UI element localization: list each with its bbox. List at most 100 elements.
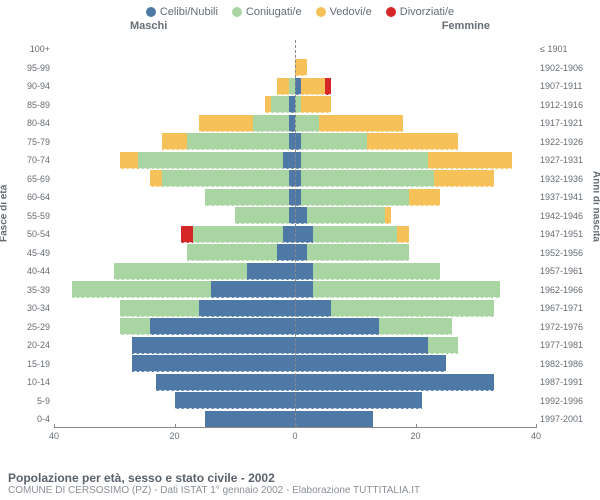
chart-subtitle: COMUNE DI CERSOSIMO (PZ) - Dati ISTAT 1°… bbox=[8, 485, 592, 496]
bar-segment bbox=[187, 244, 277, 261]
female-bar bbox=[295, 207, 536, 224]
female-bar bbox=[295, 318, 536, 335]
bar-segment bbox=[283, 152, 295, 169]
bar-segment bbox=[428, 152, 512, 169]
bar-segment bbox=[175, 392, 296, 409]
male-bar bbox=[54, 281, 295, 298]
age-row: 5-9 1992-1996 bbox=[0, 392, 600, 411]
age-label: 60-64 bbox=[0, 192, 54, 202]
bar-segment bbox=[199, 300, 295, 317]
bar-segment bbox=[253, 115, 289, 132]
x-tick: 40 bbox=[49, 428, 59, 441]
bar-segment bbox=[247, 263, 295, 280]
age-row: 15-191982-1986 bbox=[0, 355, 600, 374]
bar-segment bbox=[397, 226, 409, 243]
age-row: 25-291972-1976 bbox=[0, 318, 600, 337]
bar-segment bbox=[150, 170, 162, 187]
bar-segment bbox=[409, 189, 439, 206]
bar-segment bbox=[277, 78, 289, 95]
bar-segment bbox=[295, 281, 313, 298]
birth-year-label: 1902-1906 bbox=[536, 63, 600, 73]
bar-segment bbox=[132, 355, 295, 372]
legend: Celibi/NubiliConiugati/eVedovi/eDivorzia… bbox=[0, 0, 600, 18]
age-label: 30-34 bbox=[0, 303, 54, 313]
birth-year-label: 1932-1936 bbox=[536, 174, 600, 184]
legend-label: Divorziati/e bbox=[400, 6, 454, 18]
bar-segment bbox=[138, 152, 283, 169]
bar-segment bbox=[428, 337, 458, 354]
birth-year-label: 1912-1916 bbox=[536, 100, 600, 110]
age-row: 55-591942-1946 bbox=[0, 207, 600, 226]
bar-segment bbox=[301, 152, 428, 169]
male-bar bbox=[54, 355, 295, 372]
age-row: 30-34 1967-1971 bbox=[0, 299, 600, 318]
bar-segment bbox=[434, 170, 494, 187]
birth-year-label: 1922-1926 bbox=[536, 137, 600, 147]
male-bar bbox=[54, 300, 295, 317]
age-label: 75-79 bbox=[0, 137, 54, 147]
legend-label: Coniugati/e bbox=[246, 6, 302, 18]
age-label: 35-39 bbox=[0, 285, 54, 295]
female-bar bbox=[295, 96, 536, 113]
age-row: 90-941907-1911 bbox=[0, 77, 600, 96]
bar-segment bbox=[307, 207, 385, 224]
bar-segment bbox=[295, 355, 446, 372]
bar-segment bbox=[156, 374, 295, 391]
age-label: 40-44 bbox=[0, 266, 54, 276]
bar-segment bbox=[132, 337, 295, 354]
bar-segment bbox=[114, 263, 247, 280]
x-tick: 20 bbox=[410, 428, 420, 441]
male-bar bbox=[54, 226, 295, 243]
female-bar bbox=[295, 355, 536, 372]
male-bar bbox=[54, 207, 295, 224]
x-tick: 20 bbox=[169, 428, 179, 441]
female-bar bbox=[295, 170, 536, 187]
male-bar bbox=[54, 78, 295, 95]
bar-segment bbox=[72, 281, 211, 298]
age-label: 0-4 bbox=[0, 414, 54, 424]
chart-title: Popolazione per età, sesso e stato civil… bbox=[8, 471, 592, 485]
age-row: 60-641937-1941 bbox=[0, 188, 600, 207]
age-row: 0-4 1997-2001 bbox=[0, 410, 600, 429]
female-bar bbox=[295, 337, 536, 354]
bar-segment bbox=[199, 115, 253, 132]
legend-swatch bbox=[146, 7, 156, 17]
age-label: 85-89 bbox=[0, 100, 54, 110]
birth-year-label: 1962-1966 bbox=[536, 285, 600, 295]
bar-segment bbox=[313, 281, 500, 298]
age-label: 15-19 bbox=[0, 359, 54, 369]
bar-segment bbox=[295, 411, 373, 428]
birth-year-label: 1992-1996 bbox=[536, 396, 600, 406]
population-pyramid: Fasce di età Anni di nascita 100+≤ 19019… bbox=[0, 32, 600, 452]
center-axis-line bbox=[295, 40, 296, 426]
female-bar bbox=[295, 78, 536, 95]
bar-segment bbox=[205, 189, 289, 206]
bar-segment bbox=[295, 207, 307, 224]
age-row: 20-241977-1981 bbox=[0, 336, 600, 355]
age-row: 100+≤ 1901 bbox=[0, 40, 600, 59]
bar-segment bbox=[295, 337, 428, 354]
female-bar bbox=[295, 59, 536, 76]
birth-year-label: 1987-1991 bbox=[536, 377, 600, 387]
female-bar bbox=[295, 133, 536, 150]
male-bar bbox=[54, 152, 295, 169]
bar-segment bbox=[162, 170, 289, 187]
birth-year-label: 1997-2001 bbox=[536, 414, 600, 424]
male-bar bbox=[54, 96, 295, 113]
age-label: 5-9 bbox=[0, 396, 54, 406]
birth-year-label: 1967-1971 bbox=[536, 303, 600, 313]
bar-segment bbox=[295, 226, 313, 243]
age-row: 45-491952-1956 bbox=[0, 244, 600, 263]
bar-segment bbox=[295, 115, 319, 132]
age-row: 75-79 1922-1926 bbox=[0, 133, 600, 152]
bar-segment bbox=[367, 133, 457, 150]
legend-swatch bbox=[232, 7, 242, 17]
bar-segment bbox=[235, 207, 289, 224]
bar-segment bbox=[325, 78, 331, 95]
bar-segment bbox=[301, 170, 434, 187]
bar-segment bbox=[295, 392, 422, 409]
bar-segment bbox=[277, 244, 295, 261]
bar-segment bbox=[295, 300, 331, 317]
legend-item: Celibi/Nubili bbox=[146, 6, 218, 18]
birth-year-label: 1927-1931 bbox=[536, 155, 600, 165]
